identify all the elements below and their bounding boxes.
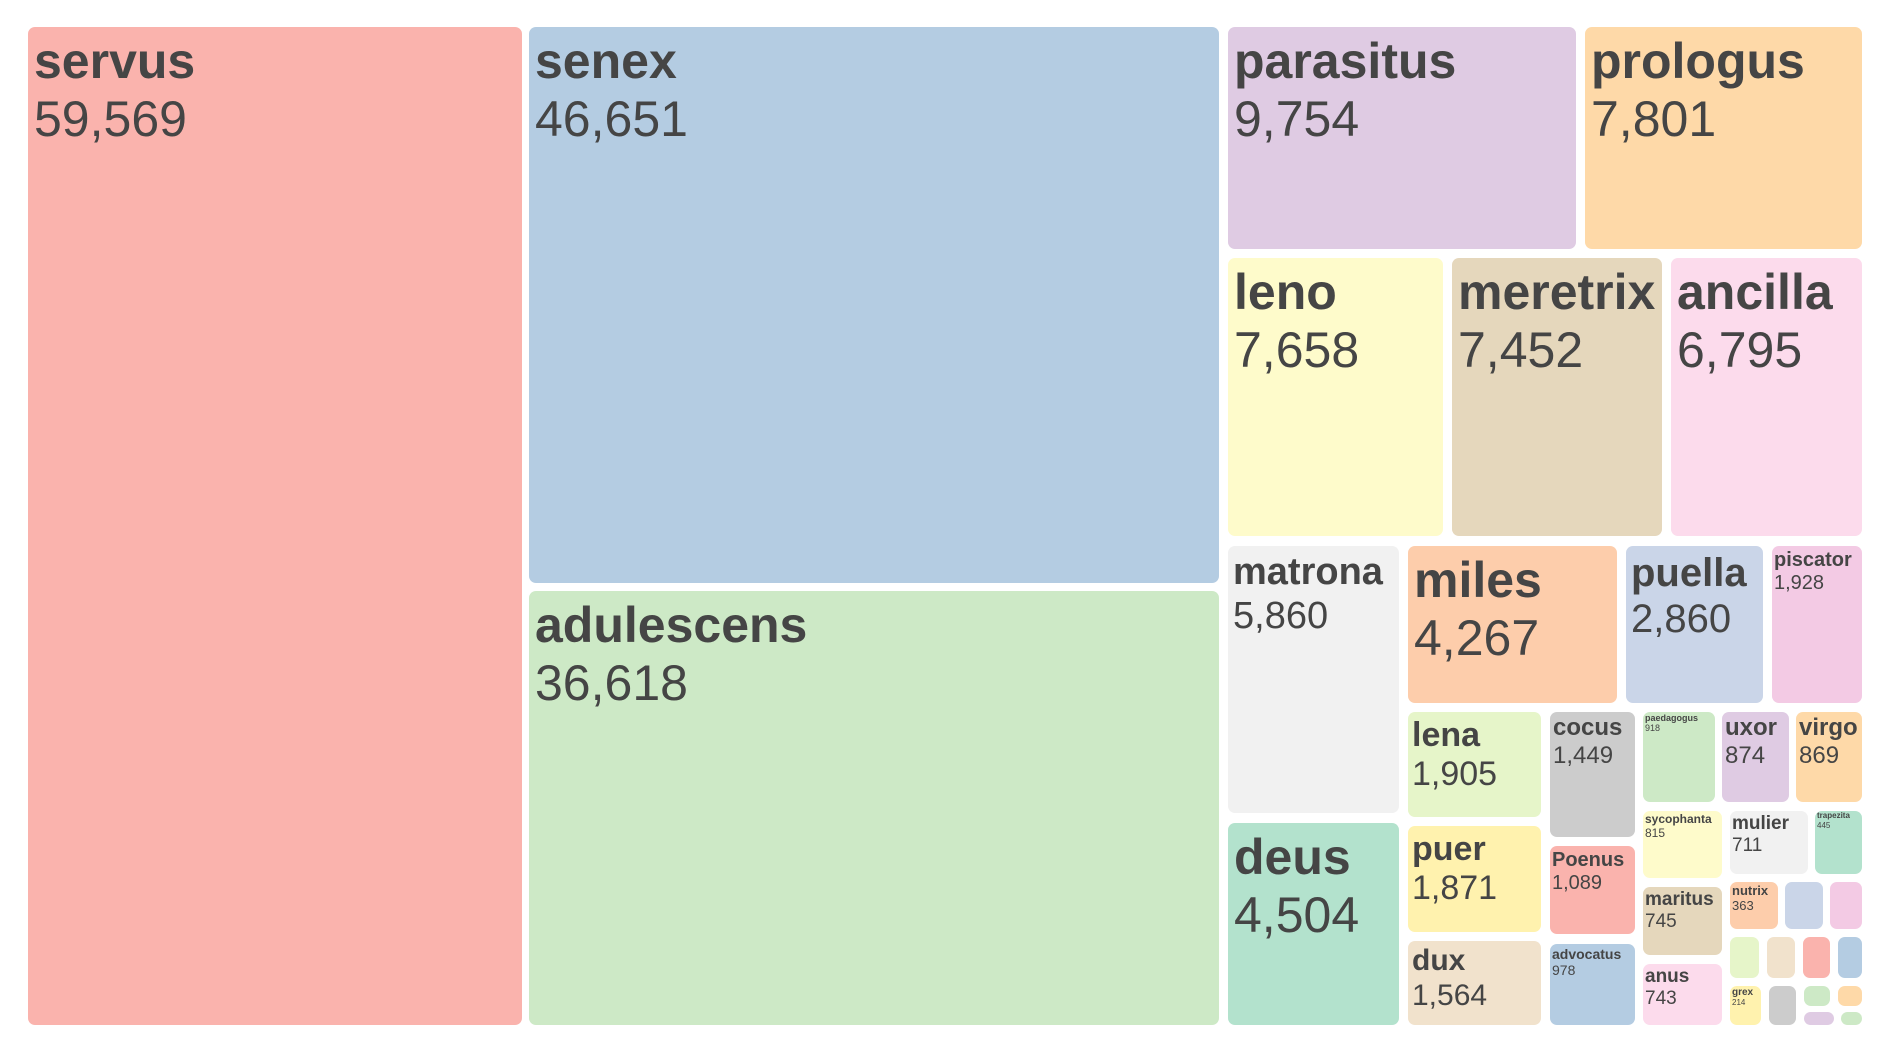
treemap-cell-label: senex bbox=[535, 33, 677, 89]
treemap-cell-value: 7,658 bbox=[1234, 322, 1360, 378]
treemap-cell-label: lena bbox=[1412, 716, 1481, 754]
treemap-cell bbox=[1838, 937, 1862, 978]
treemap-cell-label: uxor bbox=[1725, 714, 1778, 741]
treemap-cell bbox=[1803, 937, 1830, 978]
treemap-cell-label: matrona bbox=[1233, 551, 1383, 593]
treemap-cell-label: servus bbox=[34, 33, 196, 89]
treemap-cell-value: 815 bbox=[1645, 826, 1666, 840]
treemap-cell-label: puer bbox=[1412, 830, 1486, 868]
treemap-cell-value: 711 bbox=[1732, 835, 1763, 856]
treemap-cell-value: 1,449 bbox=[1553, 742, 1614, 769]
treemap-cell-value: 874 bbox=[1725, 742, 1766, 769]
treemap-cell: piscator 1,928 bbox=[1772, 546, 1862, 703]
treemap-cell: prologus 7,801 bbox=[1585, 27, 1862, 249]
treemap-cell-value: 1,089 bbox=[1552, 872, 1603, 894]
treemap-cell-value: 1,928 bbox=[1774, 572, 1825, 594]
treemap-cell-label: dux bbox=[1412, 944, 1466, 977]
treemap-cell: ancilla 6,795 bbox=[1671, 258, 1862, 536]
treemap-cell: trapezita 445 bbox=[1815, 811, 1862, 874]
treemap-cell-label: parasitus bbox=[1234, 33, 1457, 89]
treemap-cell bbox=[1830, 882, 1862, 929]
treemap-cell-label: cocus bbox=[1553, 714, 1623, 741]
treemap-cell-label: virgo bbox=[1799, 714, 1858, 741]
treemap-cell-value: 4,267 bbox=[1414, 610, 1540, 666]
treemap-cell-value: 7,801 bbox=[1591, 91, 1717, 147]
treemap-cell-label: leno bbox=[1234, 264, 1337, 320]
treemap-cell bbox=[1767, 937, 1795, 978]
treemap-cell: maritus 745 bbox=[1643, 887, 1722, 955]
treemap-cell: meretrix 7,452 bbox=[1452, 258, 1662, 536]
treemap-cell: advocatus 978 bbox=[1550, 944, 1635, 1025]
treemap-cell: adulescens 36,618 bbox=[529, 591, 1219, 1025]
treemap-cell-value: 6,795 bbox=[1677, 322, 1803, 378]
treemap-cell: parasitus 9,754 bbox=[1228, 27, 1576, 249]
treemap-cell bbox=[1730, 937, 1759, 978]
treemap-cell: nutrix 363 bbox=[1730, 882, 1778, 929]
treemap-cell-value: 7,452 bbox=[1458, 322, 1584, 378]
treemap-cell-value: 4,504 bbox=[1234, 887, 1360, 943]
treemap-cell-label: Poenus bbox=[1552, 849, 1625, 871]
treemap-cell-value: 36,618 bbox=[535, 655, 688, 711]
treemap-cell-value: 918 bbox=[1645, 723, 1661, 733]
treemap-cell-label: piscator bbox=[1774, 549, 1852, 571]
treemap-cell-value: 46,651 bbox=[535, 91, 688, 147]
treemap-cell: virgo 869 bbox=[1796, 712, 1862, 802]
treemap-cell-value: 445 bbox=[1817, 821, 1831, 830]
treemap-cell-label: anus bbox=[1645, 966, 1690, 987]
treemap-cell-label: miles bbox=[1414, 552, 1542, 608]
treemap-cell-value: 745 bbox=[1645, 911, 1677, 932]
treemap-cell bbox=[1841, 1012, 1862, 1025]
treemap-cell-value: 1,871 bbox=[1412, 869, 1498, 907]
treemap-cell: puer 1,871 bbox=[1408, 826, 1541, 932]
treemap-cell-label: mulier bbox=[1732, 813, 1790, 834]
treemap-cell: paedagogus 918 bbox=[1643, 712, 1715, 802]
treemap-cell-value: 869 bbox=[1799, 742, 1840, 769]
treemap-cell: matrona 5,860 bbox=[1228, 546, 1399, 813]
treemap-cell: leno 7,658 bbox=[1228, 258, 1443, 536]
treemap-cell: cocus 1,449 bbox=[1550, 712, 1635, 837]
treemap-cell-value: 1,905 bbox=[1412, 755, 1498, 793]
treemap-cell: sycophanta 815 bbox=[1643, 811, 1722, 878]
treemap-cell-label: maritus bbox=[1645, 889, 1714, 910]
treemap-cell-value: 363 bbox=[1732, 898, 1754, 913]
treemap-cell: anus 743 bbox=[1643, 964, 1722, 1025]
treemap-cell: uxor 874 bbox=[1722, 712, 1789, 802]
treemap-cell-label: grex bbox=[1732, 987, 1754, 998]
treemap-cell-value: 1,564 bbox=[1412, 979, 1488, 1012]
treemap-cell: senex 46,651 bbox=[529, 27, 1219, 583]
treemap-cell: grex 214 bbox=[1730, 986, 1761, 1025]
treemap-cell: Poenus 1,089 bbox=[1550, 846, 1635, 934]
treemap-cell-label: puella bbox=[1631, 551, 1747, 595]
treemap-cell-label: meretrix bbox=[1458, 264, 1656, 320]
treemap-cell bbox=[1804, 986, 1830, 1006]
treemap-cell bbox=[1785, 882, 1823, 929]
treemap-cell: dux 1,564 bbox=[1408, 941, 1541, 1025]
treemap-cell-value: 978 bbox=[1552, 962, 1576, 978]
treemap-cell-value: 743 bbox=[1645, 988, 1677, 1009]
treemap-cell-label: ancilla bbox=[1677, 264, 1833, 320]
treemap-cell: mulier 711 bbox=[1730, 811, 1808, 874]
treemap-cell-label: deus bbox=[1234, 829, 1351, 885]
treemap-cell-label: paedagogus bbox=[1645, 713, 1699, 723]
treemap-cell-value: 2,860 bbox=[1631, 597, 1732, 641]
treemap-cell-value: 9,754 bbox=[1234, 91, 1360, 147]
treemap-cell-label: trapezita bbox=[1817, 811, 1850, 820]
treemap-cell-label: sycophanta bbox=[1645, 812, 1712, 826]
treemap-cell: puella 2,860 bbox=[1626, 546, 1763, 703]
treemap-cell bbox=[1804, 1012, 1834, 1025]
treemap-cell: deus 4,504 bbox=[1228, 823, 1399, 1025]
treemap-cell: miles 4,267 bbox=[1408, 546, 1617, 703]
treemap-cell-label: adulescens bbox=[535, 597, 808, 653]
treemap-cell-value: 214 bbox=[1732, 998, 1746, 1007]
treemap-cell-label: advocatus bbox=[1552, 946, 1622, 962]
treemap-cell-value: 59,569 bbox=[34, 91, 187, 147]
treemap-cell: servus 59,569 bbox=[28, 27, 522, 1025]
treemap-cell bbox=[1838, 986, 1862, 1006]
treemap-cell: lena 1,905 bbox=[1408, 712, 1541, 817]
treemap-cell-label: nutrix bbox=[1732, 883, 1769, 898]
treemap-cell-label: prologus bbox=[1591, 33, 1805, 89]
treemap-cell-value: 5,860 bbox=[1233, 595, 1329, 637]
treemap-cell bbox=[1769, 986, 1796, 1025]
